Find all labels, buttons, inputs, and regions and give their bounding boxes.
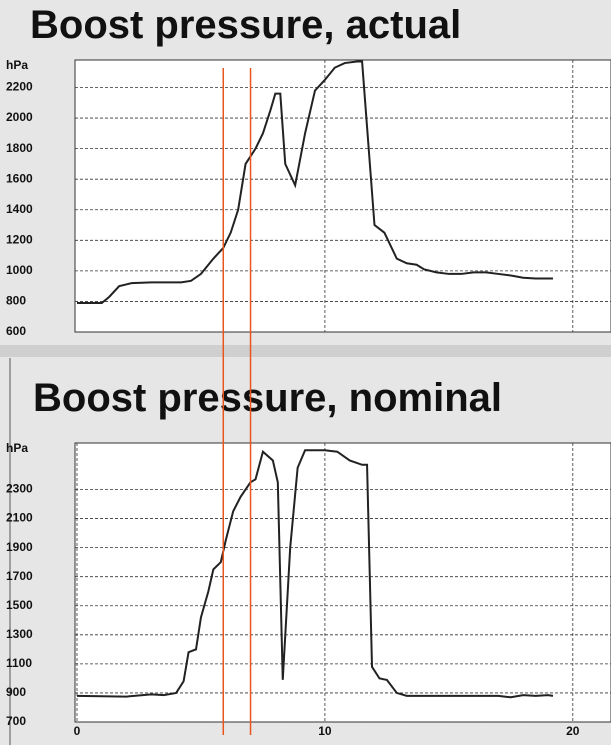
y-tick-label: 600 xyxy=(6,324,26,338)
panel-separator xyxy=(0,345,611,357)
y-axis-label: hPa xyxy=(6,58,28,72)
y-tick-label: 1300 xyxy=(6,627,33,641)
y-tick-label: 1400 xyxy=(6,202,33,216)
y-tick-label: 2200 xyxy=(6,80,33,94)
y-tick-label: 800 xyxy=(6,294,26,308)
y-axis-label: hPa xyxy=(6,441,28,455)
y-tick-label: 1800 xyxy=(6,141,33,155)
y-tick-label: 1600 xyxy=(6,171,33,185)
y-tick-label: 1200 xyxy=(6,232,33,246)
x-tick-label: 0 xyxy=(74,724,81,738)
y-tick-label: 2100 xyxy=(6,511,33,525)
series-line xyxy=(76,449,554,699)
chart-title: Boost pressure, actual xyxy=(30,3,461,47)
y-tick-label: 1700 xyxy=(6,569,33,583)
plot-area xyxy=(74,442,611,723)
y-tick-label: 1900 xyxy=(6,540,33,554)
y-tick-label: 1100 xyxy=(6,656,32,670)
x-tick-label: 10 xyxy=(318,724,332,738)
chart-title: Boost pressure, nominal xyxy=(33,376,502,420)
plot-area xyxy=(74,59,611,333)
y-tick-label: 2300 xyxy=(6,482,33,496)
y-tick-label: 2000 xyxy=(6,110,33,124)
y-tick-label: 700 xyxy=(6,714,26,728)
y-tick-label: 1500 xyxy=(6,598,33,612)
y-tick-label: 900 xyxy=(6,685,26,699)
series-line xyxy=(77,60,553,304)
x-tick-label: 20 xyxy=(566,724,580,738)
y-tick-label: 1000 xyxy=(6,263,33,277)
